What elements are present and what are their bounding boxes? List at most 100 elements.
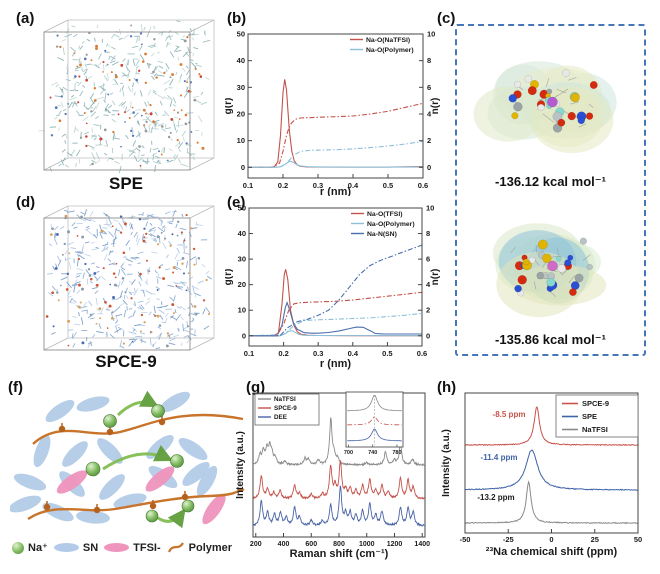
raman-chart: 200 400 600 800 1000 1200 1400 Raman shift (cm⁻… bbox=[236, 391, 430, 560]
y-left-tick-label: 0 bbox=[242, 331, 246, 340]
series-n(r)-Na-O(Polymer) bbox=[248, 140, 424, 168]
peak-annotation-NaTFSI: -13.2 ppm bbox=[477, 493, 514, 502]
panel-f-label: (f) bbox=[8, 379, 23, 396]
sn-molecule bbox=[76, 396, 110, 412]
x-axis-label: r (nm) bbox=[320, 358, 352, 370]
polymer-chain bbox=[27, 488, 245, 520]
y-right-axis-label: n(r) bbox=[430, 98, 441, 115]
x-tick-label: 400 bbox=[278, 541, 290, 548]
panel-e-label: (e) bbox=[227, 194, 246, 211]
sn-molecule bbox=[196, 465, 218, 497]
nmr-trace-SPCE-9 bbox=[464, 406, 639, 447]
na-ion bbox=[170, 454, 184, 468]
x-axis-label: Raman shift (cm⁻¹) bbox=[290, 548, 389, 560]
legend-label: Na-O(Polymer) bbox=[366, 47, 414, 54]
legend-item-sn: SN bbox=[53, 542, 98, 554]
sn-molecule bbox=[97, 438, 123, 464]
raman-inset-trace bbox=[347, 395, 402, 412]
tfsi-anion bbox=[202, 493, 226, 525]
legend-label: NaTFSI bbox=[582, 425, 608, 434]
tfsi-anion bbox=[56, 470, 88, 494]
sn-molecule bbox=[33, 434, 51, 468]
y-right-tick-label: 6 bbox=[427, 83, 431, 92]
sn-molecule bbox=[13, 473, 47, 491]
panel-a-label: (a) bbox=[16, 10, 35, 27]
md-simulation-box-spe bbox=[38, 19, 215, 174]
y-right-tick-label: 8 bbox=[427, 56, 431, 65]
x-tick-label: -25 bbox=[503, 535, 514, 544]
nmr-trace-NaTFSI bbox=[464, 480, 639, 525]
legend-label: Na-N(SN) bbox=[367, 231, 397, 238]
polymer-chain bbox=[32, 413, 244, 445]
x-tick-label: 200 bbox=[250, 541, 262, 548]
y-right-axis-label: n(r) bbox=[430, 269, 441, 286]
raman-trace-DEE bbox=[253, 485, 425, 527]
na-ion bbox=[85, 461, 101, 477]
ion-hop-arrow bbox=[116, 390, 159, 417]
legend-label: SPCE-9 bbox=[582, 399, 609, 408]
polymer-node bbox=[106, 428, 114, 436]
sn-molecule bbox=[45, 399, 75, 423]
y-right-tick-label: 0 bbox=[426, 331, 430, 340]
x-tick-label: 25 bbox=[591, 535, 599, 544]
legend-label: SPCE-9 bbox=[274, 405, 297, 412]
y-right-tick-label: 4 bbox=[427, 110, 432, 119]
sn-molecule bbox=[62, 441, 88, 467]
legend-label: DEE bbox=[274, 414, 287, 421]
legend-item-polymer: Polymer bbox=[167, 540, 232, 555]
polymer-node bbox=[149, 502, 157, 510]
x-tick-label: 0.2 bbox=[278, 181, 288, 190]
raman-trace-SPCE-9 bbox=[253, 460, 425, 501]
series-g(r)-Na-O(NaTFSI) bbox=[248, 79, 424, 168]
sn-molecule bbox=[178, 437, 208, 461]
x-tick-label: 0.5 bbox=[383, 181, 393, 190]
y-left-axis-label: g(r) bbox=[225, 269, 234, 286]
na-ion-icon bbox=[12, 541, 24, 554]
x-axis-label: ²³Na chemical shift (ppm) bbox=[486, 546, 618, 558]
ion-transport-schematic bbox=[10, 390, 245, 529]
na-ion bbox=[145, 509, 159, 523]
x-tick-label: 0.1 bbox=[244, 349, 254, 358]
y-axis-label: Intensity (a.u.) bbox=[441, 429, 452, 497]
y-right-tick-label: 10 bbox=[427, 30, 435, 39]
legend-item-tfsi: TFSI- bbox=[104, 542, 161, 554]
x-tick-label: 1000 bbox=[359, 541, 375, 548]
series-n(r)-Na-O(TFSI) bbox=[249, 291, 423, 337]
md-simulation-box-spce9 bbox=[43, 205, 215, 351]
legend-label: Na-O(Polymer) bbox=[367, 221, 415, 228]
series-n(r)-Na-O(Polymer) bbox=[248, 312, 423, 337]
tfsi-anion bbox=[145, 466, 175, 492]
series-g(r)-Na-N(SN) bbox=[249, 300, 422, 337]
polymer-legend-label: Polymer bbox=[188, 541, 233, 554]
nmr-trace-SPE bbox=[464, 449, 638, 491]
y-left-tick-label: 30 bbox=[238, 255, 246, 264]
y-left-tick-label: 40 bbox=[237, 56, 245, 65]
sn-molecule bbox=[76, 510, 110, 524]
tfsi-legend-label: TFSI- bbox=[133, 541, 161, 554]
polymer-node bbox=[181, 493, 189, 501]
legend-item-na: Na⁺ bbox=[12, 541, 48, 554]
x-tick-label: 0.6 bbox=[417, 349, 427, 358]
legend-label: Na-O(TFSI) bbox=[367, 211, 403, 218]
sn-molecule bbox=[99, 474, 125, 500]
x-tick-label: 0.4 bbox=[348, 181, 359, 190]
spce9-caption: SPCE-9 bbox=[95, 352, 157, 371]
panel-g-label: (g) bbox=[246, 379, 266, 396]
y-right-tick-label: 0 bbox=[427, 163, 431, 172]
polymer-node bbox=[158, 418, 166, 426]
y-left-tick-label: 50 bbox=[238, 204, 246, 213]
x-tick-label: 0.1 bbox=[243, 181, 253, 190]
binding-energy-top: -136.12 kcal mol⁻¹ bbox=[495, 174, 606, 189]
x-tick-label: -50 bbox=[460, 535, 471, 544]
y-left-tick-label: 10 bbox=[237, 136, 245, 145]
raman-inset-trace bbox=[347, 428, 402, 442]
panel-c-label: (c) bbox=[437, 10, 456, 27]
raman-trace-NaTFSI bbox=[253, 416, 425, 467]
ion-hop-arrow bbox=[157, 508, 186, 529]
inset-tick-label: 780 bbox=[392, 450, 401, 456]
y-right-tick-label: 8 bbox=[426, 229, 430, 238]
y-left-tick-label: 20 bbox=[237, 110, 245, 119]
y-right-tick-label: 6 bbox=[426, 255, 430, 264]
y-axis-label: Intensity (a.u.) bbox=[236, 431, 246, 499]
series-n(r)-Na-N(SN) bbox=[249, 244, 423, 337]
